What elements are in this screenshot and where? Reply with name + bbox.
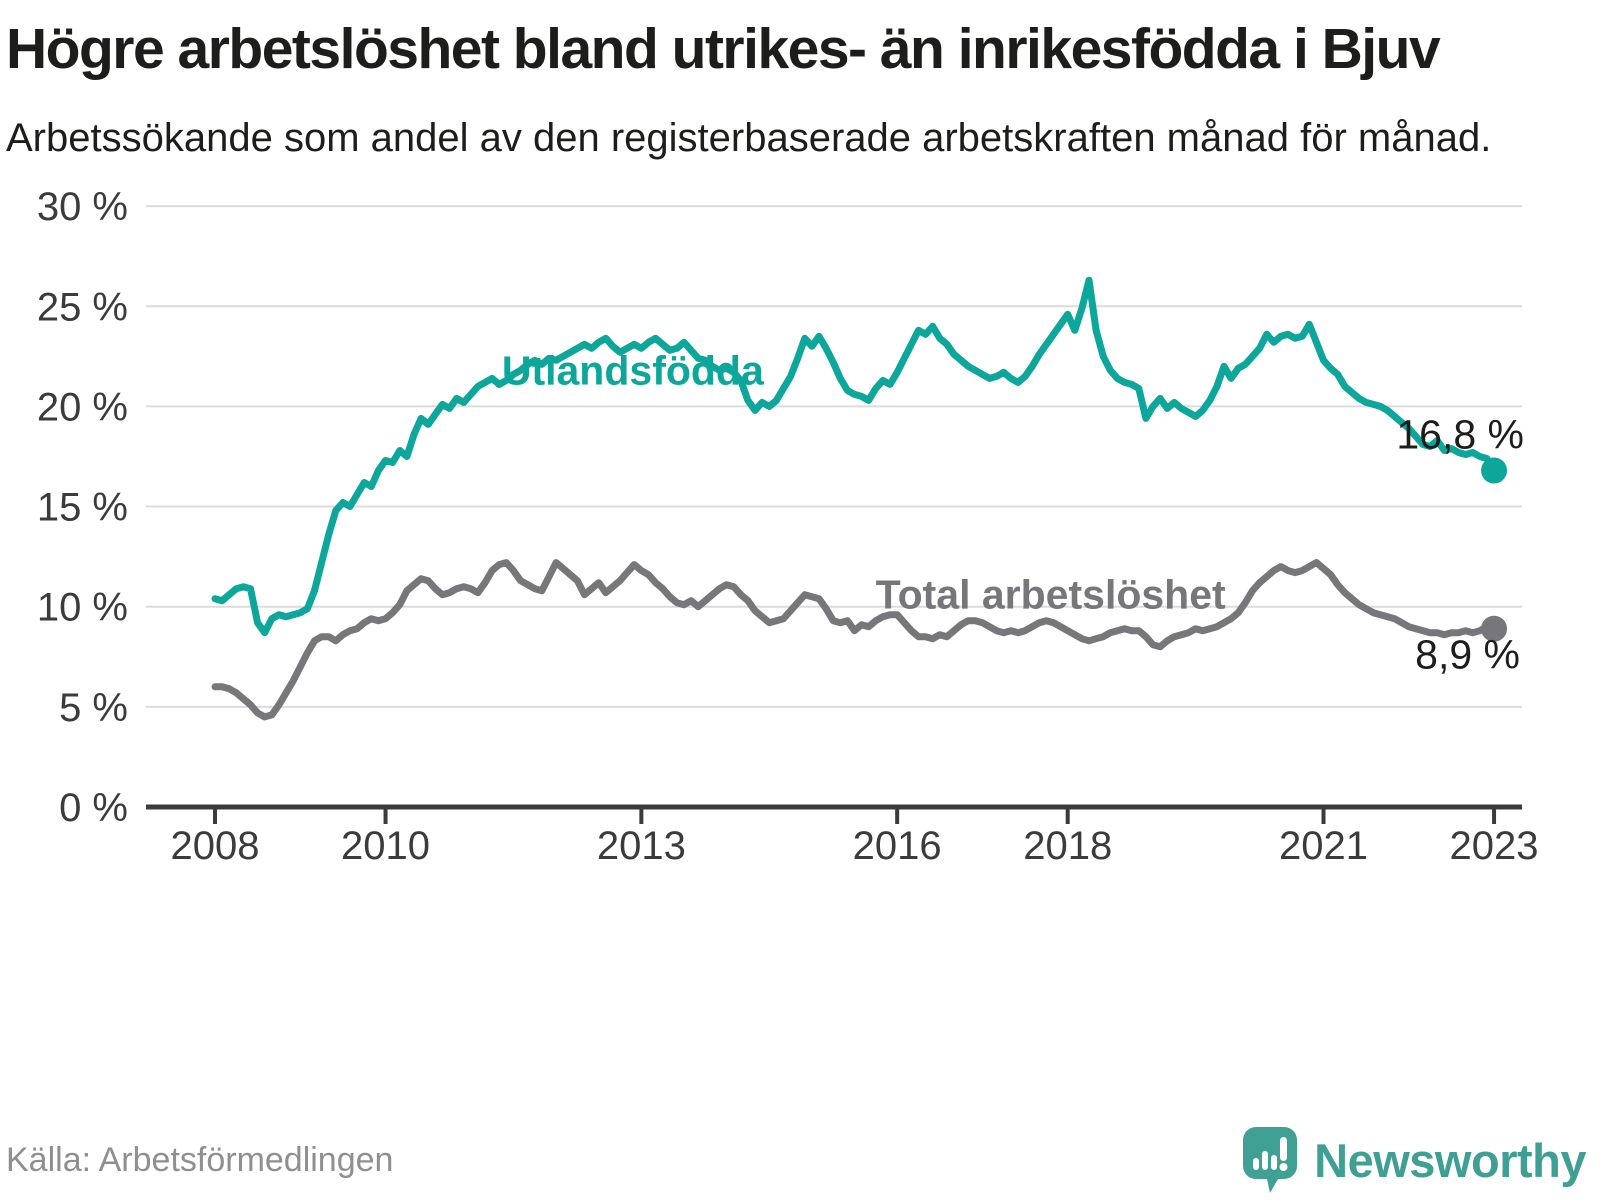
x-tick-label: 2021 [1279, 824, 1368, 868]
series-end-dot [1481, 615, 1508, 642]
y-tick-label: 10 % [37, 586, 128, 630]
x-tick-label: 2016 [853, 824, 942, 868]
series-inline-label: Utlandsfödda [502, 347, 765, 393]
y-tick-label: 0 % [59, 786, 128, 830]
y-tick-label: 20 % [37, 385, 128, 429]
x-tick-mark [1065, 806, 1070, 824]
series-end-dot [1481, 457, 1508, 484]
x-tick-label: 2008 [171, 824, 260, 868]
footer: Källa: Arbetsförmedlingen Newsworthy [6, 1126, 1586, 1194]
series-end-value-label: 16,8 % [1396, 411, 1524, 457]
x-tick-label: 2023 [1450, 824, 1539, 868]
unemployment-infographic: Högre arbetslöshet bland utrikes- än inr… [0, 10, 1600, 1200]
x-tick-label: 2018 [1023, 824, 1112, 868]
line-chart: 0 % 5 % 10 % 15 % 20 % 25 % 30 % 2008 2010 2013 20… [0, 170, 1600, 875]
x-tick-label: 2013 [597, 824, 686, 868]
x-tick-mark [1321, 806, 1326, 824]
x-tick-mark [895, 806, 900, 824]
x-tick-label: 2010 [341, 824, 430, 868]
series-end-value-label: 8,9 % [1415, 632, 1520, 678]
series-line-total-arbetsl-shet [211, 558, 1498, 721]
source-note: Källa: Arbetsförmedlingen [6, 1140, 394, 1179]
y-tick-label: 5 % [59, 686, 128, 730]
y-tick-label: 25 % [37, 285, 128, 329]
chart-title: Högre arbetslöshet bland utrikes- än inr… [6, 17, 1441, 81]
newsworthy-logo-icon [1243, 1127, 1298, 1193]
line-chart-canvas: 0 % 5 % 10 % 15 % 20 % 25 % 30 % 2008 2010 2013 20… [37, 185, 1539, 868]
chart-subtitle: Arbetssökande som andel av den registerb… [6, 115, 1492, 160]
x-tick-mark [639, 806, 644, 824]
newsworthy-logo: Newsworthy [1242, 1126, 1586, 1194]
x-tick-mark [213, 806, 217, 824]
newsworthy-wordmark: Newsworthy [1314, 1133, 1586, 1187]
y-tick-label: 15 % [37, 485, 128, 529]
series-line-utlandsf-dda [211, 276, 1498, 637]
x-tick-mark [383, 806, 388, 824]
x-tick-mark [1492, 806, 1497, 824]
y-tick-label: 30 % [37, 185, 128, 229]
series-inline-label: Total arbetslöshet [876, 572, 1226, 618]
